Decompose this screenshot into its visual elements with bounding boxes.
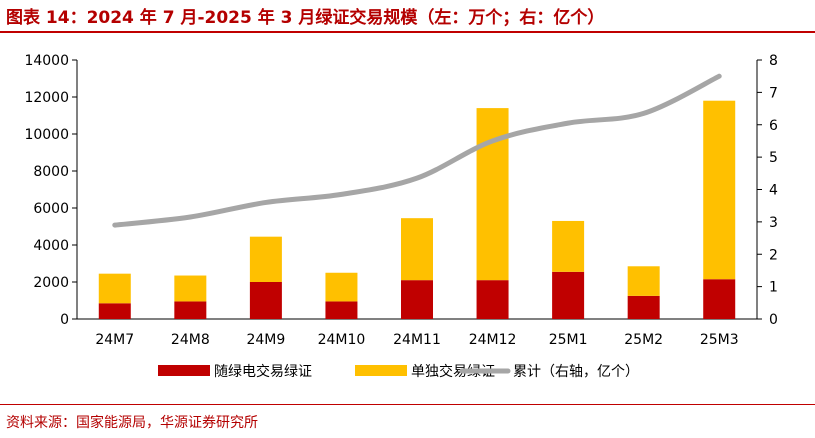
legend-swatch-standalone bbox=[355, 365, 407, 376]
x-tick-label: 24M8 bbox=[171, 332, 210, 348]
x-tick-label: 24M9 bbox=[246, 332, 285, 348]
y-left-tick-label: 14000 bbox=[24, 53, 69, 69]
x-tick-label: 24M10 bbox=[318, 332, 366, 348]
legend-label-bundled: 随绿电交易绿证 bbox=[214, 363, 312, 380]
bar-segment-standalone bbox=[401, 218, 433, 281]
y-left-tick-label: 2000 bbox=[33, 275, 69, 291]
footer-divider bbox=[0, 404, 815, 405]
bar-segment-bundled bbox=[401, 280, 433, 319]
bar-segment-bundled bbox=[552, 271, 585, 319]
y-left-tick-label: 0 bbox=[60, 312, 69, 328]
legend-swatch-bundled bbox=[158, 365, 210, 376]
bar-segment-standalone bbox=[552, 220, 585, 272]
y-right-tick-label: 5 bbox=[769, 150, 778, 166]
chart-line bbox=[112, 73, 722, 228]
x-tick-label: 24M12 bbox=[469, 332, 517, 348]
bar-segment-bundled bbox=[476, 280, 509, 319]
source-note: 资料来源：国家能源局，华源证券研究所 bbox=[6, 415, 258, 431]
bar-segment-bundled bbox=[703, 279, 736, 319]
y-right-tick-label: 0 bbox=[769, 312, 778, 328]
bar-segment-standalone bbox=[703, 100, 736, 280]
x-tick-label: 24M11 bbox=[393, 332, 441, 348]
legend-label-standalone: 单独交易绿证 bbox=[411, 363, 495, 380]
bar-segment-standalone bbox=[325, 272, 358, 302]
bar-segment-bundled bbox=[627, 295, 660, 319]
legend-label-cumulative: 累计（右轴，亿个） bbox=[513, 364, 639, 380]
chart-bars bbox=[98, 100, 736, 319]
bar-segment-bundled bbox=[98, 303, 131, 319]
bar-segment-bundled bbox=[325, 301, 358, 319]
y-right-tick-label: 4 bbox=[769, 183, 778, 199]
y-left-tick-label: 12000 bbox=[24, 90, 69, 106]
bar-segment-standalone bbox=[174, 275, 207, 302]
chart-title: 图表 14：2024 年 7 月-2025 年 3 月绿证交易规模（左：万个；右… bbox=[6, 8, 605, 28]
x-tick-label: 24M7 bbox=[95, 332, 134, 348]
y-right-tick-label: 8 bbox=[769, 53, 778, 69]
y-left-tick-label: 8000 bbox=[33, 164, 69, 180]
bar-segment-bundled bbox=[174, 301, 207, 319]
title-divider bbox=[0, 31, 815, 33]
chart-legend: 随绿电交易绿证 单独交易绿证 累计（右轴，亿个） bbox=[158, 363, 639, 380]
y-right-tick-label: 3 bbox=[769, 215, 778, 231]
x-tick-label: 25M1 bbox=[549, 332, 588, 348]
y-right-tick-label: 6 bbox=[769, 118, 778, 134]
bar-segment-bundled bbox=[249, 282, 282, 319]
cumulative-line bbox=[112, 73, 722, 228]
bar-segment-standalone bbox=[476, 108, 509, 281]
y-right-tick-label: 2 bbox=[769, 247, 778, 263]
chart-axes: 0 2000 4000 6000 8000 10000 12000 14000 0 1 2 3 4 5 6 7… bbox=[24, 53, 778, 348]
y-left-tick-label: 10000 bbox=[24, 127, 69, 143]
y-right-tick-label: 1 bbox=[769, 280, 778, 296]
bar-segment-standalone bbox=[98, 273, 131, 304]
y-right-tick-label: 7 bbox=[769, 85, 778, 101]
bar-segment-standalone bbox=[249, 236, 282, 282]
x-tick-label: 25M2 bbox=[624, 332, 663, 348]
chart: 0 2000 4000 6000 8000 10000 12000 14000 0 1 2 3 4 5 6 7… bbox=[24, 53, 778, 380]
bar-segment-standalone bbox=[627, 266, 660, 296]
x-tick-label: 25M3 bbox=[700, 332, 739, 348]
y-left-tick-label: 4000 bbox=[33, 238, 69, 254]
y-left-tick-label: 6000 bbox=[33, 201, 69, 217]
